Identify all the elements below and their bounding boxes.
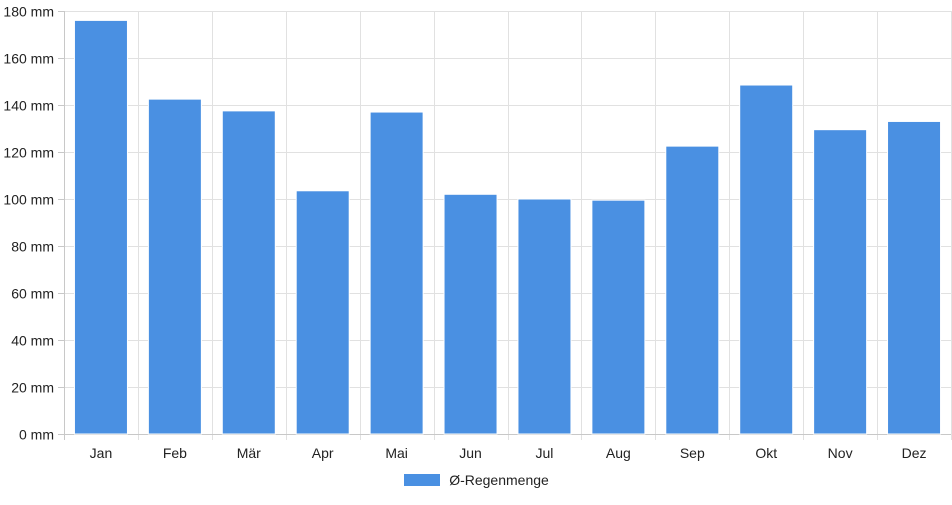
bar-Dez[interactable]	[887, 120, 942, 435]
y-tick-label: 20 mm	[11, 380, 54, 396]
x-tick-label: Jan	[90, 445, 113, 461]
x-tick-label: Jun	[459, 445, 482, 461]
y-tick-label: 40 mm	[11, 333, 54, 349]
x-tick-label: Dez	[902, 445, 927, 461]
x-tick-label: Okt	[755, 445, 777, 461]
y-tick-label: 180 mm	[3, 4, 54, 20]
bar-Mär[interactable]	[221, 110, 276, 435]
bar-Jan[interactable]	[73, 19, 128, 435]
legend-swatch	[403, 473, 442, 487]
legend-label: Ø-Regenmenge	[449, 472, 549, 488]
bar-Jun[interactable]	[443, 193, 498, 435]
bar-Apr[interactable]	[295, 190, 350, 435]
bar-Nov[interactable]	[813, 129, 868, 435]
x-tick-label: Jul	[536, 445, 554, 461]
bar-Sep[interactable]	[665, 145, 720, 435]
bar-Feb[interactable]	[147, 98, 202, 435]
y-tick-labels: 0 mm 20 mm 40 mm 60 mm 80 mm 100 mm 120 mm 140 …	[3, 4, 54, 443]
x-tick-label: Sep	[680, 445, 705, 461]
bar-Mai[interactable]	[369, 111, 424, 435]
y-tick-label: 120 mm	[3, 145, 54, 161]
x-tick-label: Feb	[163, 445, 187, 461]
bar-Jul[interactable]	[517, 198, 572, 435]
x-tick-label: Aug	[606, 445, 631, 461]
y-tick-label: 0 mm	[19, 427, 54, 443]
x-tick-label: Mai	[385, 445, 408, 461]
y-tick-label: 100 mm	[3, 192, 54, 208]
axis-layer	[58, 11, 951, 440]
y-tick-label: 160 mm	[3, 51, 54, 67]
x-tick-labels: Jan Feb Mär Apr Mai Jun Jul Aug Sep Okt Nov Dez	[90, 445, 927, 461]
bars-layer	[73, 19, 942, 435]
x-tick-label: Apr	[312, 445, 334, 461]
y-tick-label: 60 mm	[11, 286, 54, 302]
x-tick-label: Nov	[828, 445, 853, 461]
legend: Ø-Regenmenge	[0, 472, 952, 488]
y-tick-label: 140 mm	[3, 98, 54, 114]
y-tick-label: 80 mm	[11, 239, 54, 255]
x-tick-label: Mär	[237, 445, 261, 461]
bar-Okt[interactable]	[739, 84, 794, 435]
bar-Aug[interactable]	[591, 199, 646, 435]
